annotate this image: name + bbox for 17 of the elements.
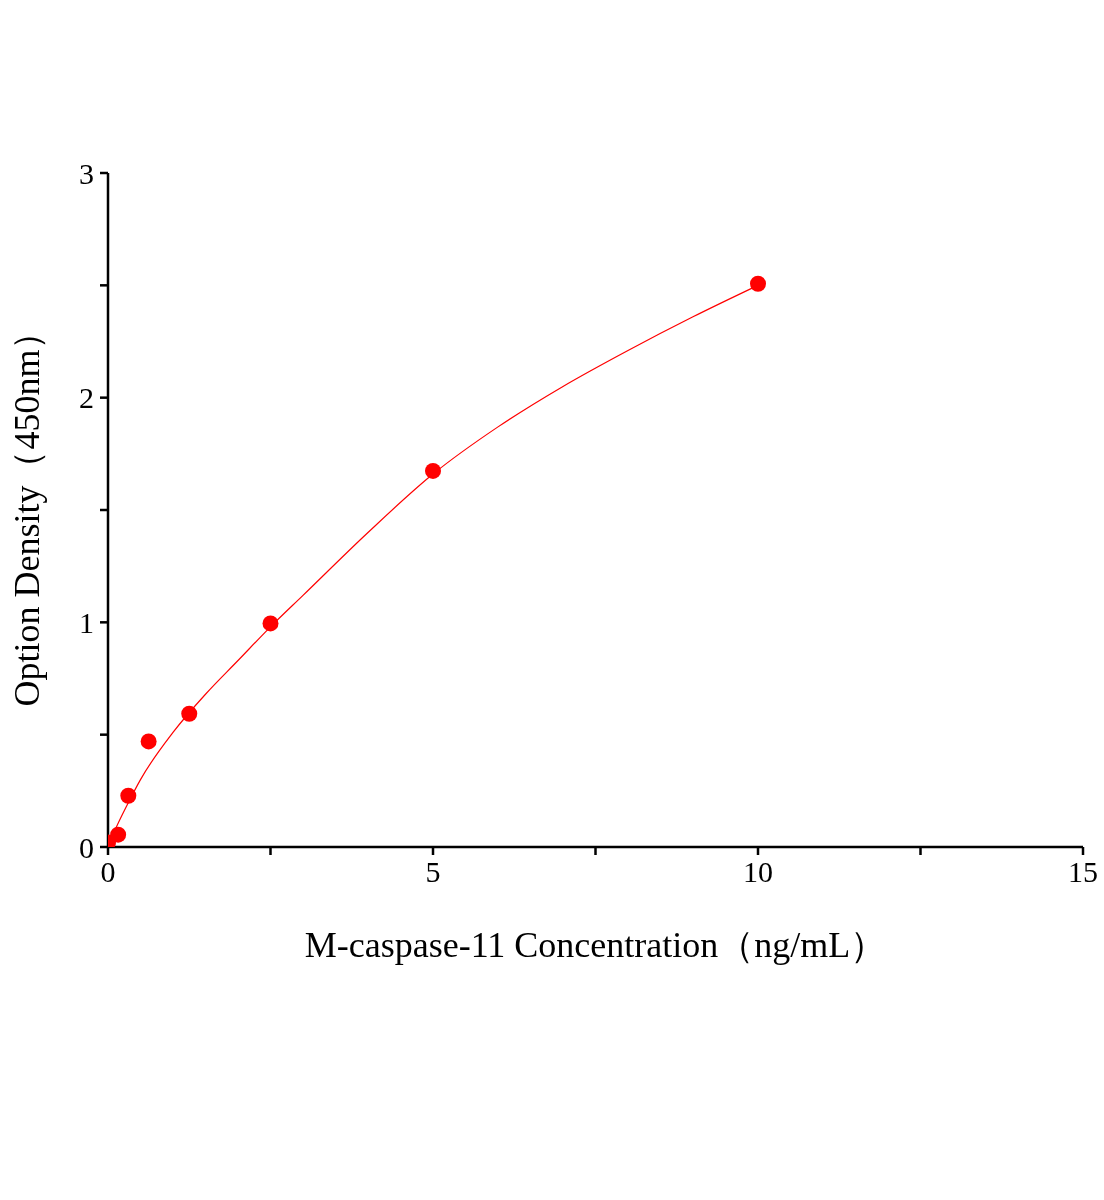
point bbox=[750, 275, 766, 292]
y-axis-title: Option Density（450nm） bbox=[6, 313, 47, 707]
y-tick-label: 2 bbox=[79, 381, 94, 415]
y-tick-label: 1 bbox=[79, 605, 94, 639]
x-tick-label: 15 bbox=[1068, 855, 1098, 889]
x-tick-label: 0 bbox=[100, 855, 116, 889]
point bbox=[262, 615, 279, 632]
x-axis-title: M-caspase-11 Concentration（ng/mL） bbox=[304, 925, 887, 965]
point bbox=[120, 787, 137, 804]
x-tick-label: 5 bbox=[425, 855, 441, 889]
x-tick-label: 10 bbox=[743, 855, 773, 889]
point bbox=[140, 733, 157, 750]
point bbox=[181, 705, 198, 722]
y-tick-label: 3 bbox=[79, 156, 94, 190]
y-tick-label: 0 bbox=[79, 830, 94, 864]
point bbox=[425, 462, 441, 479]
point bbox=[110, 826, 127, 843]
